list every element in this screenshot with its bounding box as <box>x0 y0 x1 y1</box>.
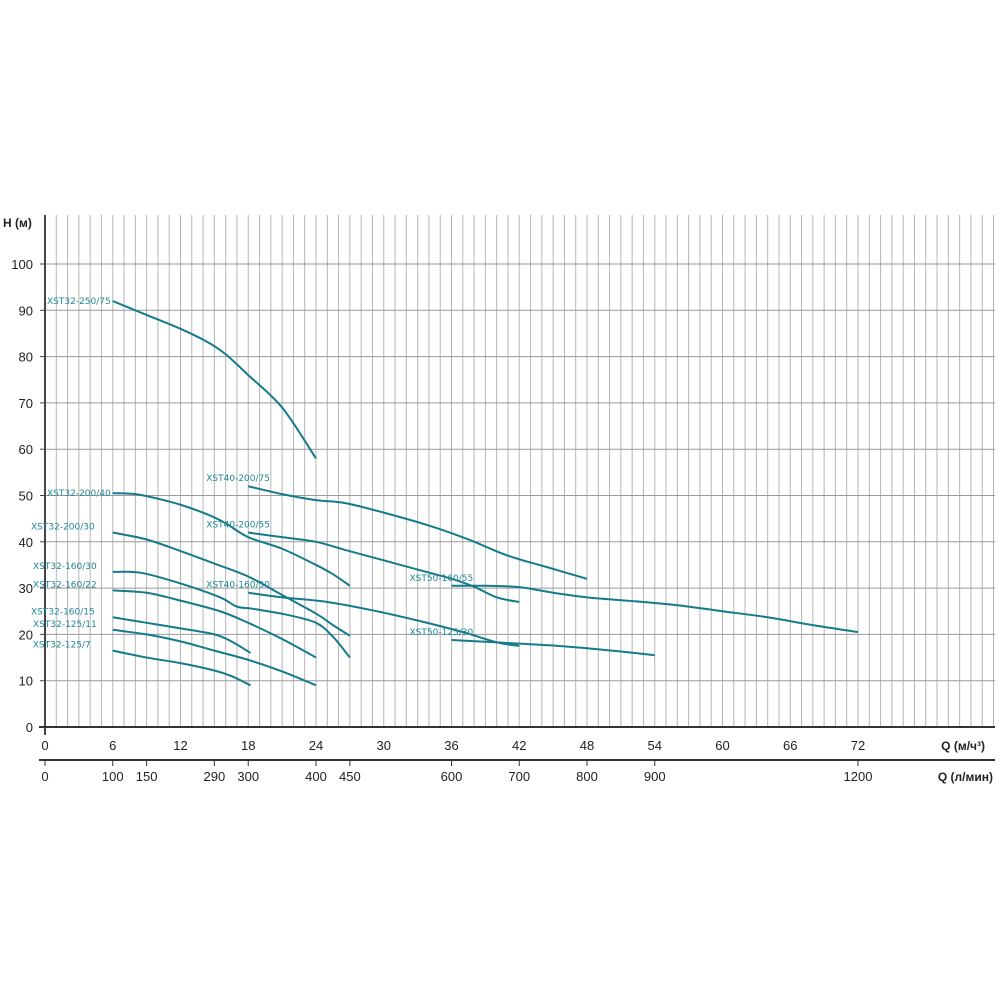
x-tick-label: 24 <box>309 738 323 753</box>
x-tick-label: 12 <box>173 738 187 753</box>
y-tick-label: 0 <box>26 720 33 735</box>
y-tick-label: 70 <box>19 396 33 411</box>
y-axis-label: H (м) <box>3 216 32 230</box>
curve-label: XST32-160/30 <box>33 562 97 572</box>
curve-label: XST40-160/30 <box>206 581 270 591</box>
x-tick-label: 36 <box>444 738 458 753</box>
curve-label: XST40-200/55 <box>206 521 270 531</box>
y-tick-label: 50 <box>19 489 33 504</box>
axes: 0 10 20 30 40 50 60 70 80 90 100 0 6 12 18 24 30 36 42 48 54… <box>11 215 995 784</box>
x-tick-label-secondary: 700 <box>508 769 530 784</box>
y-tick-label: 20 <box>19 627 33 642</box>
curve-label: XST32-160/15 <box>31 607 95 617</box>
x-tick-label: 60 <box>715 738 729 753</box>
curve-label: XST50-125/30 <box>410 628 474 638</box>
x-tick-label-secondary: 300 <box>237 769 259 784</box>
curve-xst40-200-75 <box>248 485 588 580</box>
curve-label: XST32-200/40 <box>47 489 111 499</box>
x-tick-label-secondary: 100 <box>102 769 124 784</box>
x-tick-label: 48 <box>580 738 594 753</box>
y-tick-label: 40 <box>19 535 33 550</box>
curve-label: XST50-160/55 <box>410 574 474 584</box>
x-tick-label-secondary: 1200 <box>844 769 873 784</box>
curve-xst32-200-30 <box>112 531 351 637</box>
curve-xst32-160-30 <box>112 570 351 659</box>
x-tick-label-secondary: 400 <box>305 769 327 784</box>
x-tick-label: 66 <box>783 738 797 753</box>
curve-label: XST32-250/75 <box>47 297 111 307</box>
x-tick-label: 72 <box>851 738 865 753</box>
y-tick-label: 30 <box>19 581 33 596</box>
y-tick-label: 100 <box>11 257 33 272</box>
curve-xst50-160-55 <box>451 584 859 634</box>
x-tick-label: 42 <box>512 738 526 753</box>
curve-xst32-125-7 <box>112 649 251 687</box>
x-tick-label: 30 <box>377 738 391 753</box>
x-tick-label-secondary: 900 <box>644 769 666 784</box>
curve-label: XST32-125/11 <box>33 620 97 630</box>
x-tick-label: 18 <box>241 738 255 753</box>
curve-xst32-160-22 <box>112 589 317 659</box>
curve-xst32-250-75 <box>112 300 317 460</box>
y-tick-label: 80 <box>19 350 33 365</box>
x-tick-label: 6 <box>109 738 116 753</box>
x-tick-label-secondary: 290 <box>204 769 226 784</box>
series-group: XST32-250/75 XST32-200/40 XST32-200/30 XST3… <box>31 297 859 687</box>
curve-xst50-125-30 <box>451 638 655 657</box>
curve-xst32-125-11 <box>112 628 317 687</box>
x-tick-label: 54 <box>648 738 662 753</box>
x-axis-label-secondary: Q (л/мин) <box>938 770 993 784</box>
x-tick-label-secondary: 0 <box>41 769 48 784</box>
x-tick-label-secondary: 450 <box>339 769 361 784</box>
curve-xst40-200-55 <box>248 531 520 603</box>
x-tick-label-secondary: 600 <box>441 769 463 784</box>
y-tick-label: 10 <box>19 674 33 689</box>
curve-label: XST32-160/22 <box>33 580 97 590</box>
x-tick-label-secondary: 800 <box>576 769 598 784</box>
curve-xst32-200-40 <box>112 492 351 587</box>
y-tick-label: 60 <box>19 442 33 457</box>
y-tick-label: 90 <box>19 303 33 318</box>
curve-label: XST32-200/30 <box>31 523 95 533</box>
x-tick-label: 0 <box>41 738 48 753</box>
x-tick-label-secondary: 150 <box>136 769 158 784</box>
curve-label: XST32-125/7 <box>33 641 91 651</box>
curve-label: XST40-200/75 <box>206 474 270 484</box>
curve-xst32-160-15 <box>112 616 252 654</box>
grid <box>45 215 995 727</box>
x-axis-label: Q (м/ч³) <box>941 739 985 753</box>
